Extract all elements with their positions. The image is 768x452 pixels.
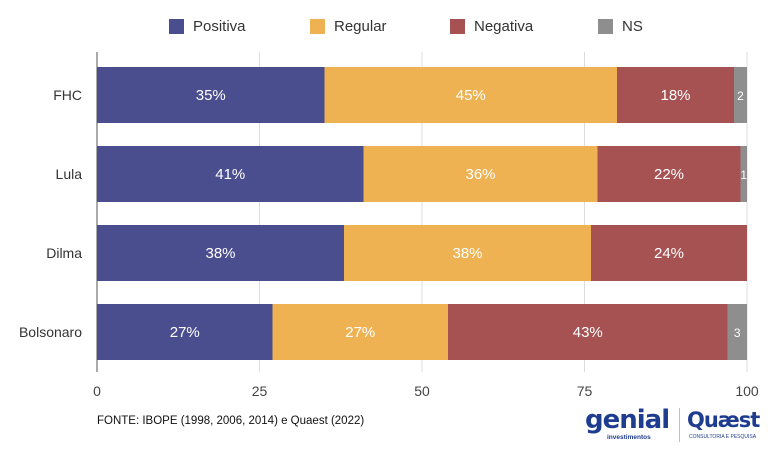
legend-label-positiva: Positiva: [193, 17, 246, 35]
data-label: 2: [737, 89, 744, 103]
quaest-logo: Quæst: [687, 408, 760, 432]
legend-swatch-positiva: [169, 18, 184, 34]
data-label: 18%: [660, 87, 690, 104]
genial-logo: genial: [585, 405, 670, 435]
legend-label-regular: Regular: [334, 17, 387, 35]
legend-item-positiva: Positiva: [169, 14, 246, 38]
data-label: 38%: [452, 245, 482, 262]
data-label: 45%: [456, 87, 486, 104]
category-label: Dilma: [46, 245, 82, 261]
bar-segment-regular: [363, 146, 598, 202]
data-label: 36%: [465, 166, 495, 183]
legend-label-negativa: Negativa: [474, 17, 534, 35]
data-label: 27%: [345, 324, 375, 341]
category-label: Lula: [56, 166, 83, 182]
data-label: 27%: [170, 324, 200, 341]
x-tick-label: 75: [577, 383, 593, 399]
data-label: 24%: [654, 245, 684, 262]
logos: genial investimentos Quæst CONSULTORIA E…: [585, 406, 765, 446]
bar-segment-ns: [727, 304, 747, 360]
bar-segment-positiva: [97, 225, 344, 281]
quaest-logo-subtitle: CONSULTORIA E PESQUISA: [689, 434, 757, 440]
bar-segment-positiva: [97, 67, 325, 123]
bar-segment-regular: [272, 304, 448, 360]
legend-item-ns: NS: [598, 14, 643, 38]
x-tick-label: 100: [735, 383, 759, 399]
legend: Positiva Regular Negativa NS: [0, 14, 768, 38]
legend-swatch-regular: [310, 18, 325, 34]
legend-swatch-negativa: [450, 18, 465, 34]
genial-logo-subtitle: investimentos: [607, 434, 651, 441]
data-label: 43%: [573, 324, 603, 341]
bar-segment-positiva: [97, 146, 364, 202]
data-label: 41%: [215, 166, 245, 183]
bar-segment-negativa: [591, 225, 747, 281]
logo-divider: [679, 408, 680, 442]
legend-item-negativa: Negativa: [450, 14, 533, 38]
bar-segment-negativa: [597, 146, 741, 202]
data-label: 1: [740, 168, 747, 182]
bar-segment-regular: [324, 67, 617, 123]
legend-swatch-ns: [598, 18, 613, 34]
bar-segment-ns: [740, 146, 747, 202]
source-note: FONTE: IBOPE (1998, 2006, 2014) e Quaest…: [97, 415, 365, 427]
bar-segment-regular: [344, 225, 591, 281]
x-tick-label: 0: [93, 383, 101, 399]
category-label: Bolsonaro: [19, 324, 82, 340]
legend-item-regular: Regular: [310, 14, 387, 38]
bar-segment-ns: [734, 67, 747, 123]
bar-segment-negativa: [448, 304, 728, 360]
bar-segment-negativa: [617, 67, 734, 123]
bar-segment-positiva: [97, 304, 273, 360]
data-label: 3: [734, 326, 741, 340]
category-label: FHC: [53, 87, 82, 103]
legend-label-ns: NS: [622, 17, 643, 35]
x-tick-label: 25: [252, 383, 268, 399]
data-label: 38%: [205, 245, 235, 262]
data-label: 22%: [654, 166, 684, 183]
data-label: 35%: [196, 87, 226, 104]
x-tick-label: 50: [414, 383, 430, 399]
